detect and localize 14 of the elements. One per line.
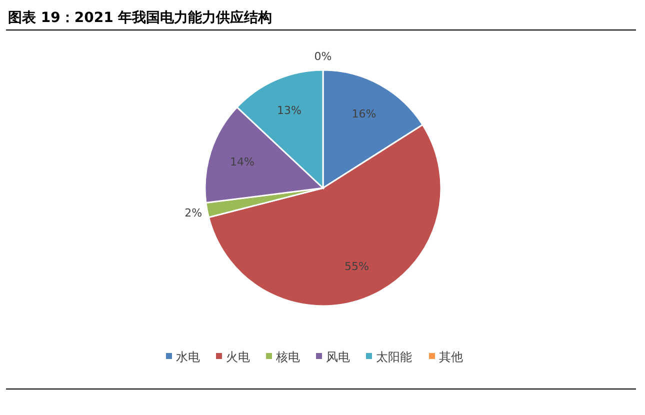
slice: 16% [322, 69, 424, 189]
legend-label: 水电 [176, 350, 200, 364]
legend-label: 其他 [439, 350, 463, 364]
legend-label: 太阳能 [376, 350, 412, 364]
data-label: 55% [344, 260, 369, 273]
data-label: 14% [230, 156, 254, 169]
chart-title: 图表 19：2021 年我国电力能力供应结构 [8, 9, 272, 26]
data-label: 13% [277, 104, 302, 118]
legend-label: 风电 [326, 350, 350, 364]
data-label: 2% [184, 206, 202, 220]
legend-label: 核电 [275, 350, 300, 364]
legend-label: 火电 [226, 350, 250, 364]
slice: 0% [314, 50, 332, 63]
data-label: 16% [352, 108, 376, 121]
